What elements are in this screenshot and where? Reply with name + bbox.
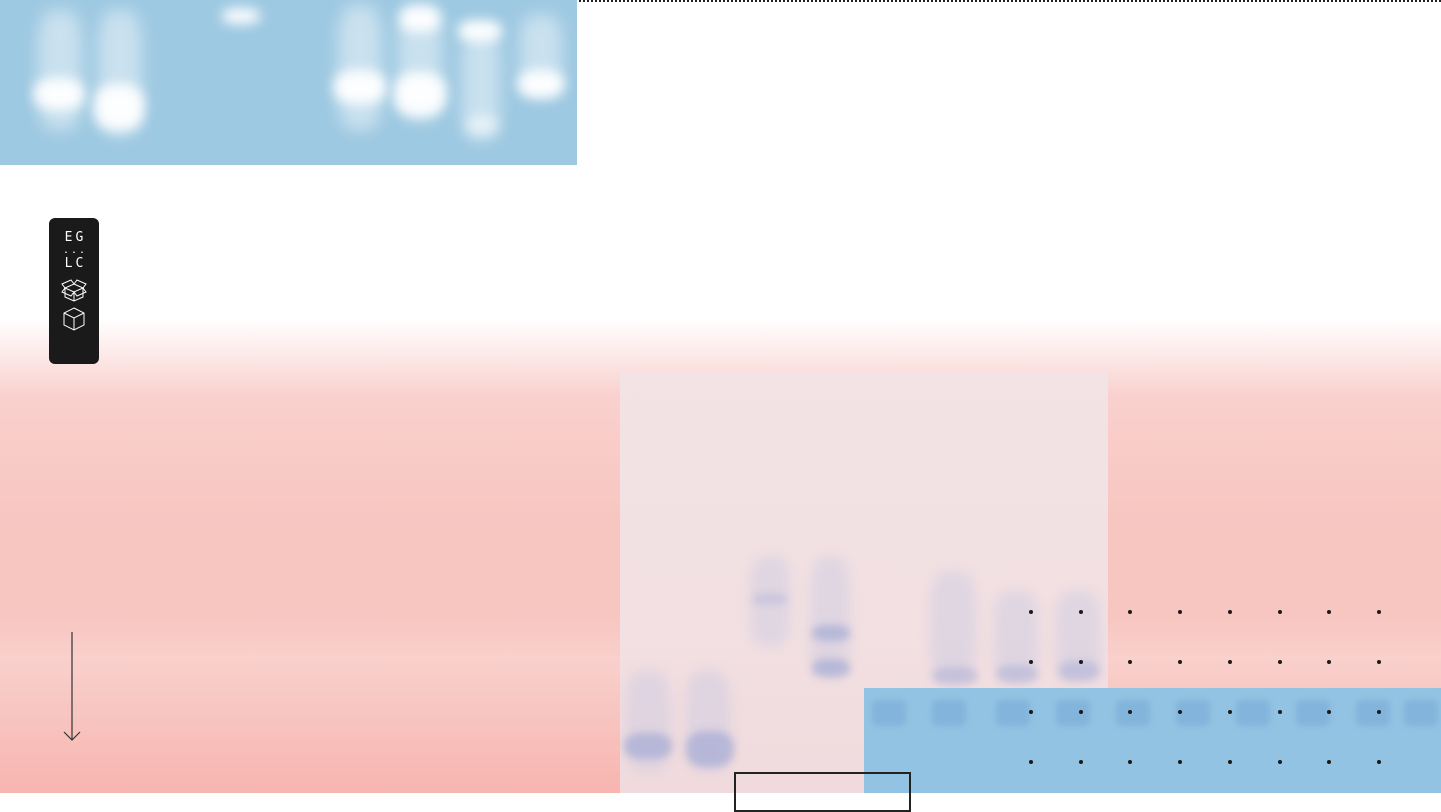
grid-dot — [1078, 710, 1083, 714]
grid-dot — [1128, 760, 1133, 764]
grid-dot — [1128, 610, 1133, 614]
outline-frame — [734, 772, 911, 812]
grid-dot — [1029, 710, 1033, 714]
arrow-down-icon — [63, 632, 81, 741]
grid-dot — [1178, 760, 1183, 764]
grid-dot — [1078, 760, 1083, 764]
gel-image-top — [0, 0, 577, 165]
gel-image-blue-panel — [864, 688, 1441, 793]
grid-dot — [1128, 660, 1133, 664]
dotted-top-rule — [0, 0, 1441, 2]
cube-icon — [63, 307, 85, 331]
grid-dot — [1327, 710, 1332, 714]
logo-badge[interactable]: EG ... LC — [49, 218, 99, 364]
grid-dot — [1178, 660, 1183, 664]
grid-dot — [1376, 710, 1381, 714]
grid-dot — [1128, 710, 1133, 714]
grid-dot — [1376, 760, 1381, 764]
grid-dot — [1178, 710, 1183, 714]
grid-dot — [1376, 660, 1381, 664]
grid-dot — [1227, 610, 1232, 614]
badge-separator: ... — [62, 245, 88, 256]
open-box-icon — [61, 279, 87, 302]
grid-dot — [1029, 610, 1033, 614]
grid-dot — [1227, 760, 1232, 764]
grid-dot — [1227, 660, 1232, 664]
grid-dot — [1078, 610, 1083, 614]
grid-dot — [1029, 760, 1033, 764]
grid-dot — [1078, 660, 1083, 664]
grid-dot — [1277, 760, 1282, 764]
grid-dot — [1277, 610, 1282, 614]
grid-dot — [1277, 710, 1282, 714]
grid-dot — [1376, 610, 1381, 614]
grid-dot — [1178, 610, 1183, 614]
grid-dot — [1029, 660, 1033, 664]
grid-dot — [1327, 760, 1332, 764]
grid-dot — [1327, 660, 1332, 664]
grid-dot — [1227, 710, 1232, 714]
badge-text-top: EG — [64, 230, 87, 245]
grid-dot — [1277, 660, 1282, 664]
badge-text-bottom: LC — [64, 256, 87, 271]
grid-dot — [1327, 610, 1332, 614]
